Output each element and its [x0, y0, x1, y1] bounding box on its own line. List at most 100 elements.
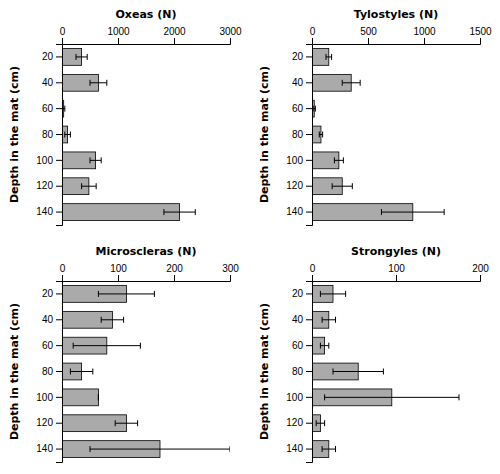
tick-mark	[56, 423, 62, 424]
error-bar	[70, 369, 92, 375]
tick-label: 80	[42, 366, 54, 377]
tick-label: 20	[292, 51, 304, 62]
bar	[62, 389, 98, 406]
tick-label: 20	[292, 288, 304, 299]
tick-mark	[306, 345, 312, 346]
tick-mark	[56, 186, 62, 187]
tick: 120	[286, 417, 312, 428]
tick-label: 120	[286, 180, 303, 191]
error-bar	[73, 343, 140, 349]
error-bar	[316, 420, 324, 426]
tick-label: 100	[36, 155, 53, 166]
tick-label: 3000	[219, 26, 242, 37]
tick-mark	[306, 449, 312, 450]
tick: 20	[292, 51, 312, 62]
tick-mark	[306, 160, 312, 161]
tick: 40	[42, 314, 62, 325]
tick: 200	[472, 263, 489, 281]
tick-mark	[56, 345, 62, 346]
tick-mark	[480, 38, 481, 44]
y-axis-title: Depth in the mat (cm)	[8, 303, 21, 440]
tick-mark	[306, 108, 312, 109]
tick-mark	[368, 38, 369, 44]
axis-line	[56, 282, 63, 463]
error-bar	[76, 54, 87, 60]
tick: 80	[42, 129, 62, 140]
tick-label: 1500	[469, 26, 492, 37]
tick-label: 60	[42, 340, 54, 351]
tick: 80	[292, 366, 312, 377]
x-axis-title: Tylostyles (N)	[354, 8, 439, 21]
error-bar	[322, 446, 335, 452]
tick-label: 120	[36, 180, 53, 191]
tick-mark	[480, 275, 481, 281]
tick-label: 0	[310, 26, 316, 37]
tick-mark	[56, 371, 62, 372]
error-bar	[320, 343, 328, 349]
tick-label: 120	[286, 417, 303, 428]
tick: 60	[42, 340, 62, 351]
tick-label: 300	[222, 263, 239, 274]
tick: 100	[388, 263, 405, 281]
tick-label: 40	[42, 77, 54, 88]
error-bar	[115, 420, 137, 426]
tick-mark	[56, 56, 62, 57]
tick-label: 20	[42, 288, 54, 299]
tick-label: 60	[292, 103, 304, 114]
tick-mark	[306, 423, 312, 424]
tick-label: 500	[360, 26, 377, 37]
marks	[312, 49, 444, 221]
tick-label: 120	[36, 417, 53, 428]
error-bar	[325, 394, 459, 400]
tick: 200	[166, 263, 183, 281]
error-bar	[320, 291, 345, 297]
tick-label: 80	[42, 129, 54, 140]
error-bar	[381, 209, 444, 215]
y-axis-title: Depth in the mat (cm)	[258, 303, 271, 440]
tick-mark	[312, 38, 313, 44]
error-bar	[82, 183, 97, 189]
marks	[62, 49, 195, 221]
tick: 100	[36, 155, 62, 166]
tick: 100	[286, 392, 312, 403]
error-bar	[90, 80, 107, 86]
tick: 300	[222, 263, 239, 281]
tick-label: 60	[42, 103, 54, 114]
tick: 1500	[469, 26, 492, 44]
axis-line	[63, 38, 231, 45]
tick-mark	[56, 449, 62, 450]
tick: 140	[36, 206, 62, 217]
error-bar	[90, 446, 230, 452]
y-axis-title: Depth in the mat (cm)	[258, 66, 271, 203]
error-bar	[101, 317, 123, 323]
tick: 60	[42, 103, 62, 114]
tick-label: 0	[60, 26, 66, 37]
tick-mark	[56, 212, 62, 213]
error-bar	[65, 132, 71, 138]
tick: 2000	[163, 26, 186, 44]
tick-label: 100	[388, 263, 405, 274]
tick: 0	[310, 26, 316, 44]
tick-label: 40	[42, 314, 54, 325]
tick-label: 140	[286, 206, 303, 217]
error-bar	[333, 369, 383, 375]
tick: 0	[60, 26, 66, 44]
error-bar	[164, 209, 195, 215]
tick-label: 200	[472, 263, 489, 274]
tick-label: 140	[36, 206, 53, 217]
tick-mark	[174, 275, 175, 281]
y-axis: 20406080100120140	[36, 282, 62, 463]
tick: 0	[60, 263, 66, 281]
tick: 80	[42, 366, 62, 377]
tick-label: 60	[292, 340, 304, 351]
axis-line	[63, 275, 231, 282]
tick-mark	[306, 186, 312, 187]
tick-mark	[306, 293, 312, 294]
y-axis-title: Depth in the mat (cm)	[8, 66, 21, 203]
figure: 010002000300020406080100120140Oxeas (N)D…	[0, 0, 500, 474]
tick-mark	[306, 319, 312, 320]
tick: 40	[292, 314, 312, 325]
tick-mark	[62, 38, 63, 44]
error-bar	[342, 80, 360, 86]
error-bar	[334, 157, 343, 163]
